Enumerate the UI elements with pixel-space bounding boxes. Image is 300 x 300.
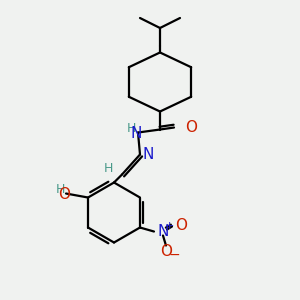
Text: N: N bbox=[157, 224, 169, 239]
Text: O: O bbox=[160, 244, 172, 259]
Text: O: O bbox=[175, 218, 187, 233]
Text: −: − bbox=[168, 248, 180, 262]
Text: H: H bbox=[103, 162, 113, 175]
Text: N: N bbox=[130, 126, 142, 141]
Text: O: O bbox=[185, 120, 197, 135]
Text: O: O bbox=[58, 187, 70, 202]
Text: H: H bbox=[126, 122, 136, 135]
Text: +: + bbox=[164, 220, 174, 230]
Text: H: H bbox=[55, 183, 65, 196]
Text: N: N bbox=[142, 147, 154, 162]
